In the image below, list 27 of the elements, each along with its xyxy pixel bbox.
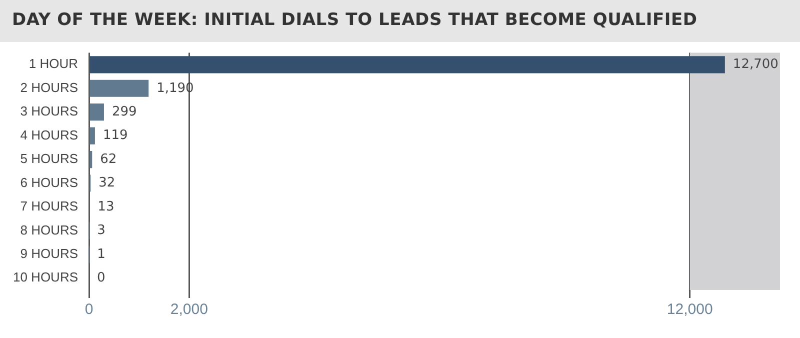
data-label: 299: [112, 104, 137, 120]
y-tick-label: 4 HOURS: [20, 127, 78, 142]
y-tick-label: 7 HOURS: [20, 198, 78, 214]
bar: [90, 56, 725, 74]
y-tick-label: 10 HOURS: [12, 270, 78, 285]
data-label: 32: [98, 176, 116, 191]
bar: [90, 127, 95, 144]
data-label: 119: [102, 128, 128, 144]
x-tick-label: 2,000: [170, 301, 208, 318]
data-label: 13: [98, 199, 114, 214]
y-tick-label: 9 HOURS: [20, 246, 78, 261]
bar: [90, 80, 149, 97]
y-tick-label: 5 HOURS: [20, 151, 78, 166]
data-label: 1: [97, 246, 106, 262]
data-label: 62: [100, 152, 117, 167]
chart-title: DAY OF THE WEEK: INITIAL DIALS TO LEADS THAT BECOME QUALIFIED: [0, 0, 800, 42]
bar: [90, 104, 104, 121]
y-tick-label: 6 HOURS: [20, 174, 78, 190]
y-tick-label: 1 HOUR: [28, 56, 78, 72]
y-tick-label: 8 HOURS: [20, 222, 78, 238]
y-tick-label: 3 HOURS: [20, 104, 78, 119]
y-tick-label: 2 HOURS: [20, 80, 78, 95]
data-label: 0: [97, 270, 106, 286]
x-tick-label: 12,000: [666, 301, 713, 318]
data-label: 3: [97, 223, 106, 238]
data-label: 12,700: [732, 57, 778, 72]
x-tick-label: 0: [84, 301, 94, 318]
